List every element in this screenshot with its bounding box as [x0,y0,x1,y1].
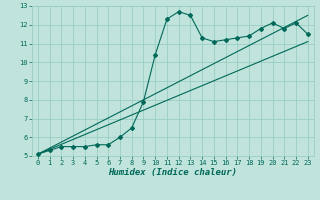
X-axis label: Humidex (Indice chaleur): Humidex (Indice chaleur) [108,168,237,177]
